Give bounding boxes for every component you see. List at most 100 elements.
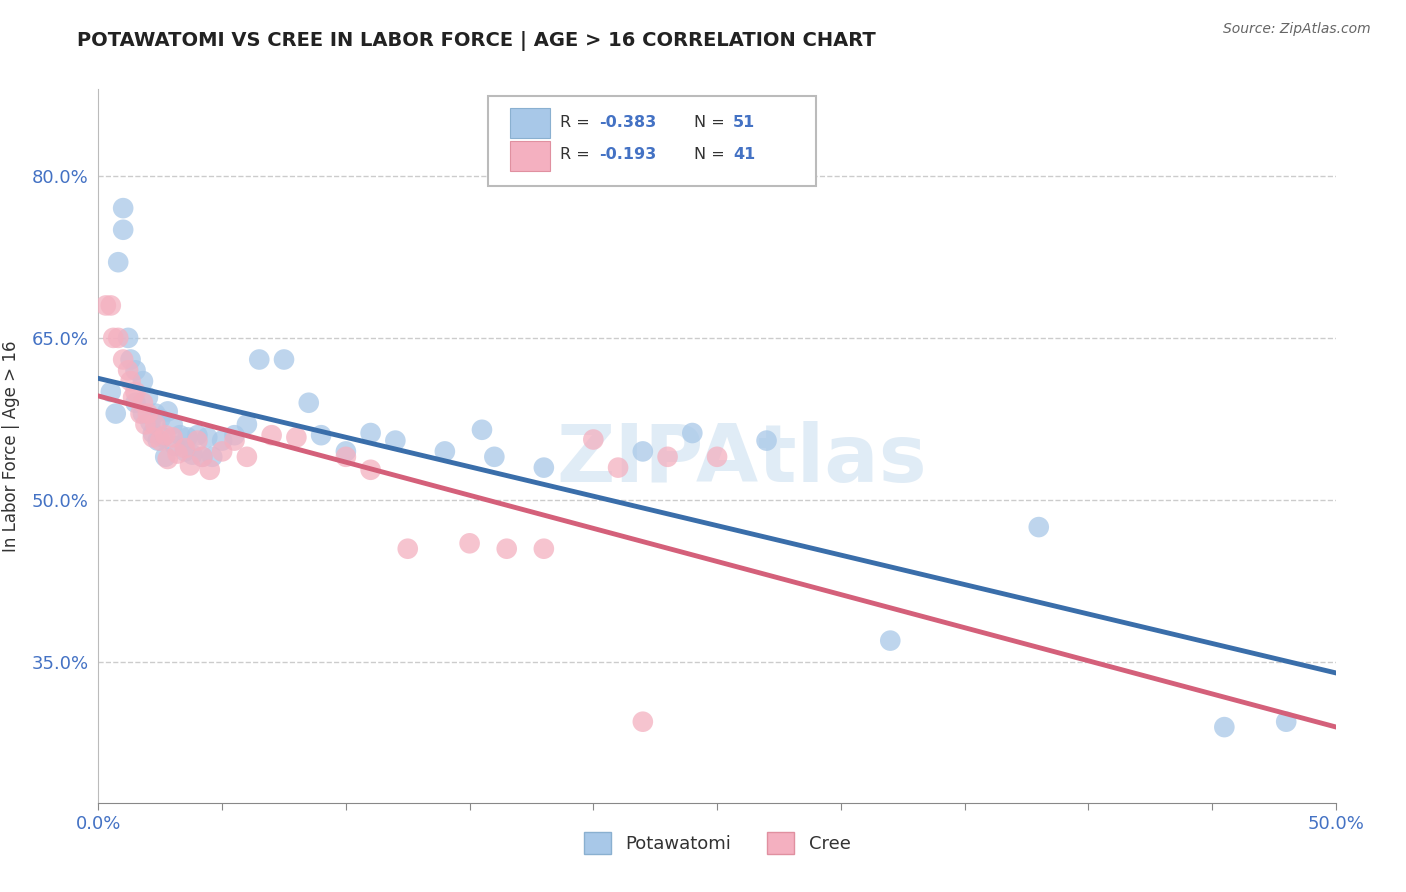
Point <box>136 407 159 421</box>
Point <box>100 384 122 399</box>
Point <box>103 331 125 345</box>
Point <box>360 425 382 440</box>
Point <box>360 463 382 477</box>
Point <box>120 374 142 388</box>
Point <box>681 425 703 440</box>
Point <box>309 428 332 442</box>
Text: POTAWATOMI VS CREE IN LABOR FORCE | AGE > 16 CORRELATION CHART: POTAWATOMI VS CREE IN LABOR FORCE | AGE … <box>77 31 876 51</box>
Point <box>582 433 605 447</box>
Point <box>879 633 901 648</box>
Point <box>155 450 177 464</box>
Point <box>124 384 146 399</box>
Point <box>657 450 679 464</box>
Point <box>156 452 179 467</box>
Point <box>247 352 270 367</box>
Text: R =: R = <box>560 147 595 162</box>
FancyBboxPatch shape <box>488 96 815 186</box>
Point <box>191 450 214 464</box>
Text: R =: R = <box>560 115 595 130</box>
Point <box>706 450 728 464</box>
Y-axis label: In Labor Force | Age > 16: In Labor Force | Age > 16 <box>3 340 21 552</box>
Point <box>94 298 117 312</box>
Point <box>458 536 481 550</box>
Point <box>433 444 456 458</box>
Point <box>107 255 129 269</box>
Text: -0.383: -0.383 <box>599 115 657 130</box>
Text: -0.193: -0.193 <box>599 147 657 162</box>
Point <box>120 352 142 367</box>
Text: N =: N = <box>693 115 730 130</box>
Point <box>195 430 218 444</box>
Point <box>631 714 654 729</box>
Point <box>495 541 517 556</box>
Point <box>134 417 156 432</box>
Point <box>174 441 197 455</box>
Point <box>149 412 172 426</box>
Point <box>186 434 208 448</box>
Point <box>236 417 259 432</box>
Point <box>100 298 122 312</box>
Point <box>112 352 135 367</box>
Point <box>104 407 127 421</box>
Point <box>335 450 357 464</box>
Point <box>124 363 146 377</box>
Point <box>755 434 778 448</box>
Point <box>136 390 159 404</box>
Point <box>122 390 145 404</box>
Point <box>139 415 162 429</box>
Point <box>298 396 321 410</box>
Point <box>132 396 155 410</box>
Point <box>176 430 198 444</box>
Text: 51: 51 <box>733 115 755 130</box>
Point <box>112 223 135 237</box>
Point <box>186 428 208 442</box>
Point <box>129 407 152 421</box>
Point <box>484 450 506 464</box>
Text: Source: ZipAtlas.com: Source: ZipAtlas.com <box>1223 22 1371 37</box>
Point <box>224 434 246 448</box>
Point <box>166 446 188 460</box>
Point <box>471 423 494 437</box>
Point <box>112 201 135 215</box>
Point <box>142 425 165 440</box>
Point <box>1275 714 1298 729</box>
Point <box>607 460 630 475</box>
Point <box>631 444 654 458</box>
Legend: Potawatomi, Cree: Potawatomi, Cree <box>583 832 851 855</box>
Point <box>117 363 139 377</box>
Point <box>132 374 155 388</box>
Point <box>1028 520 1050 534</box>
Point <box>260 428 283 442</box>
Point <box>273 352 295 367</box>
Point <box>132 407 155 421</box>
Point <box>533 460 555 475</box>
FancyBboxPatch shape <box>510 141 550 170</box>
Point <box>152 430 174 444</box>
Point <box>181 448 204 462</box>
Point <box>396 541 419 556</box>
Point <box>236 450 259 464</box>
Point <box>384 434 406 448</box>
Point <box>533 541 555 556</box>
Point <box>169 428 191 442</box>
Point <box>198 463 221 477</box>
Text: 41: 41 <box>733 147 755 162</box>
FancyBboxPatch shape <box>510 109 550 138</box>
Point <box>201 450 224 464</box>
Point <box>1213 720 1236 734</box>
Point <box>107 331 129 345</box>
Point <box>156 404 179 418</box>
Point <box>211 444 233 458</box>
Point <box>155 428 177 442</box>
Point <box>179 458 201 473</box>
Point <box>117 331 139 345</box>
Point <box>162 417 184 432</box>
Point <box>191 450 214 464</box>
Point <box>211 434 233 448</box>
Point <box>162 430 184 444</box>
Text: ZIPAtlas: ZIPAtlas <box>557 421 927 500</box>
Point <box>224 428 246 442</box>
Point <box>335 444 357 458</box>
Point <box>146 434 169 448</box>
Text: N =: N = <box>693 147 730 162</box>
